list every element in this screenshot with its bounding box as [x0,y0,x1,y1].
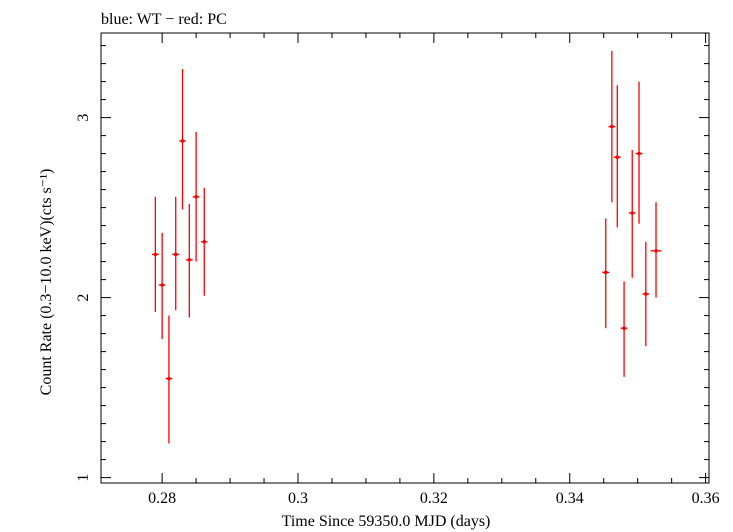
data-point [602,218,610,329]
data-point [608,51,616,203]
data-point [151,196,159,312]
y-axis: 1 2 3 [75,45,709,482]
plot-border [100,32,710,484]
point-marker [180,139,185,143]
chart-title: blue: WT − red: PC [101,11,227,28]
y-tick-label: 2 [75,294,92,302]
data-point [179,69,186,210]
point-marker [610,124,614,129]
x-tick-label: 0.36 [692,490,720,507]
x-tick-label: 0.28 [148,490,176,507]
point-marker [644,292,648,296]
point-marker [187,258,192,262]
data-point [642,241,650,347]
x-tick-label: 0.34 [556,490,584,507]
data-point [635,81,643,224]
data-point [613,85,621,228]
data-point [172,196,180,311]
x-tick-label: 0.32 [420,490,448,507]
data-point [650,202,662,298]
point-marker [167,376,171,381]
plot-frame [100,32,710,484]
x-tick-label: 0.3 [288,490,308,507]
point-marker [615,155,620,159]
point-marker [622,326,626,331]
data-point [628,150,636,278]
point-marker [173,252,178,257]
point-marker [637,151,641,156]
data-point [192,132,200,262]
y-tick-label: 3 [75,114,92,122]
point-marker [160,283,164,287]
data-points [151,51,662,444]
data-point [620,281,628,377]
y-tick-label: 1 [75,474,92,482]
point-marker [202,240,207,244]
point-marker [654,249,658,253]
point-marker [630,211,635,215]
data-point [200,187,208,296]
data-point [158,232,166,339]
data-point [165,315,173,444]
point-marker [153,252,158,257]
point-marker [603,270,608,275]
y-axis-label: Count Rate (0.3−10.0 keV)(cts s⁻¹) [38,169,55,396]
x-axis: 0.28 0.3 0.32 0.34 0.36 [148,33,720,507]
point-marker [194,195,198,199]
data-point [185,204,193,318]
x-axis-label: Time Since 59350.0 MJD (days) [282,513,491,530]
